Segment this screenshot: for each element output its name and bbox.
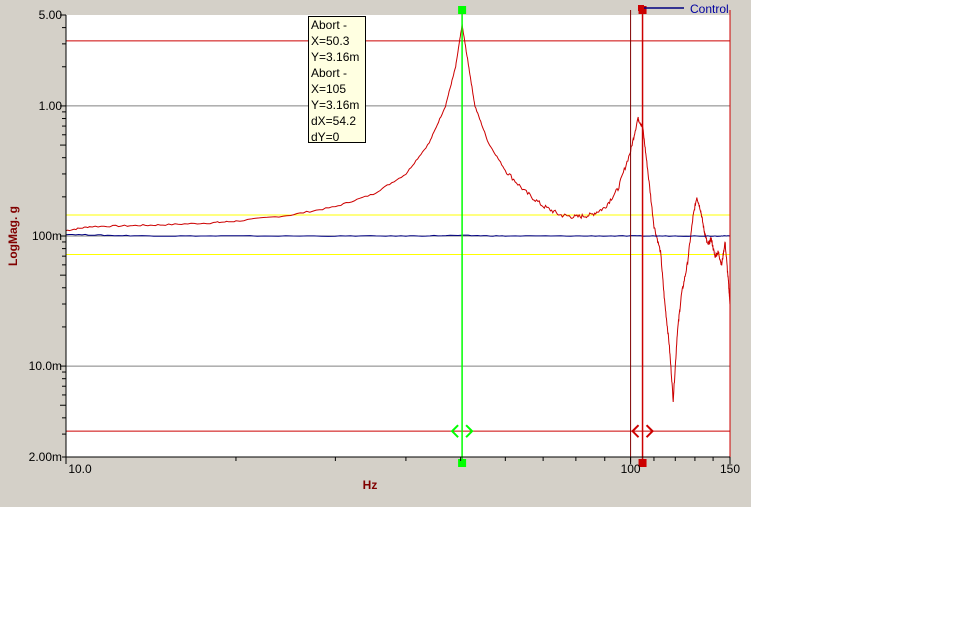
y-tick-label: 2.00m: [29, 450, 62, 464]
y-tick-label: 5.00: [39, 8, 63, 22]
readout-line: dY=0: [311, 130, 340, 144]
legend-entry-control[interactable]: Control: [690, 2, 729, 16]
y-tick-label: 1.00: [39, 99, 63, 113]
x-axis-title: Hz: [363, 478, 378, 492]
cursor-handle-bottom: [458, 459, 467, 467]
y-tick-label: 100m: [32, 229, 62, 243]
y-tick-label: 10.0m: [29, 359, 62, 373]
legend[interactable]: Control: [638, 2, 729, 16]
x-tick-label: 10.0: [68, 462, 92, 476]
tick-labels: 5.00 1.00 100m 10.0m 2.00m 10.0 100 150: [29, 8, 741, 476]
cursor-arrow-right: [465, 424, 474, 438]
readout-line: Y=3.16m: [311, 98, 360, 112]
readout-line: dX=54.2: [311, 114, 357, 128]
cursor-readout: Abort - X=50.3 Y=3.16m Abort - X=105 Y=3…: [308, 16, 366, 144]
legend-marker: [638, 5, 644, 11]
readout-line: Abort -: [311, 18, 348, 32]
readout-line: Y=3.16m: [311, 50, 360, 64]
limit-lines: [66, 40, 730, 432]
y-axis-title: LogMag. g: [6, 206, 20, 266]
series-line-response: [65, 24, 731, 403]
cursor-layer[interactable]: [450, 6, 731, 467]
x-tick-label: 100: [621, 462, 641, 476]
x-tick-label: 150: [720, 462, 740, 476]
cursor-arrow-left: [450, 424, 459, 438]
cursor-arrow-right: [645, 424, 654, 438]
readout-line: X=50.3: [311, 34, 350, 48]
axes: [60, 14, 731, 464]
cursor-arrow-left: [631, 424, 640, 438]
cursor-handle-bottom: [638, 459, 647, 467]
readout-line: X=105: [311, 82, 347, 96]
readout-line: Abort -: [311, 66, 348, 80]
cursor-handle-top: [458, 6, 467, 14]
